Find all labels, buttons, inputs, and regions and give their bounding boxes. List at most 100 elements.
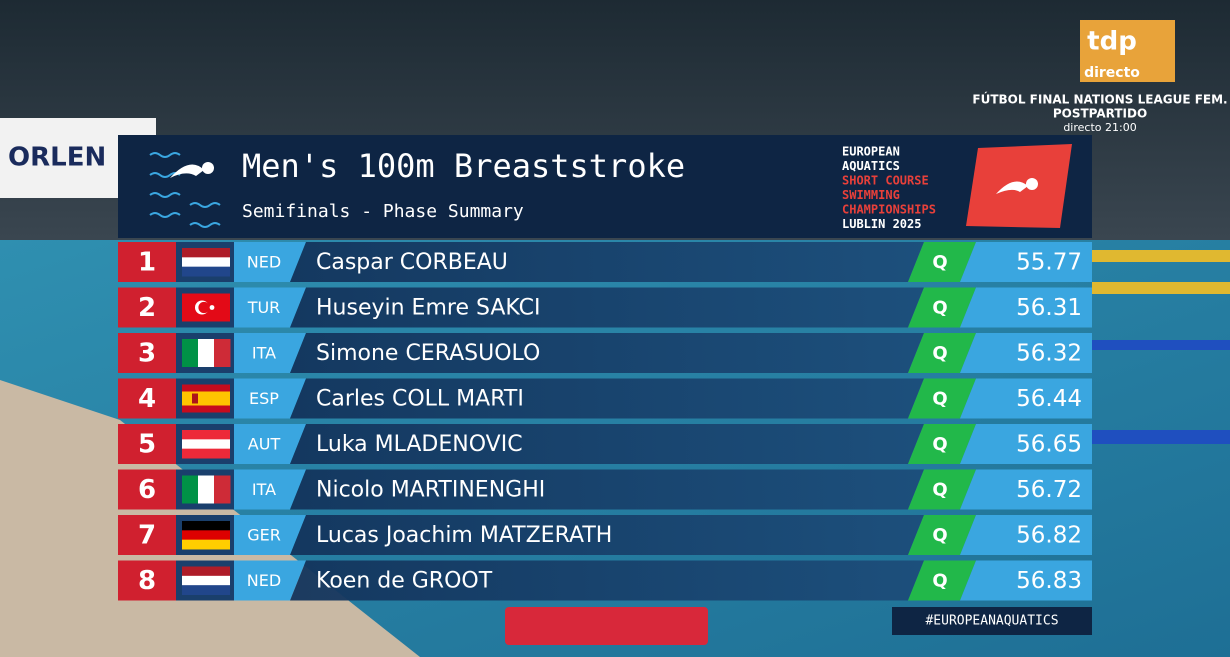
result-row: 6 ITA Nicolo MARTINENGHI Q 56.72: [118, 469, 1092, 510]
qualifier-cell: [908, 424, 976, 464]
flag-stripe: [182, 266, 230, 277]
qualifier: Q: [932, 525, 947, 546]
rank: 8: [138, 566, 156, 596]
flag-stripe: [198, 475, 215, 504]
flag-stripe: [182, 521, 230, 531]
flag-stripe: [182, 585, 230, 595]
flag: [182, 339, 231, 367]
country-code: AUT: [248, 435, 281, 454]
athlete-name: Huseyin Emre SAKCI: [316, 296, 540, 321]
rank-box: [118, 287, 176, 328]
time-cell: [960, 515, 1092, 555]
header-panel: [118, 135, 1092, 238]
time: 56.65: [1016, 432, 1082, 458]
result-row: 1 NED Caspar CORBEAU Q 55.77: [118, 242, 1092, 282]
country-code: NED: [247, 253, 281, 272]
title: Men's 100m Breaststroke: [242, 147, 685, 185]
flag-star: [209, 305, 215, 310]
flag-stripe: [182, 448, 230, 459]
qualifier: Q: [932, 343, 947, 364]
athlete-name: Caspar CORBEAU: [316, 250, 508, 275]
name-cell: [290, 515, 924, 555]
flag: [182, 430, 230, 459]
next-subtitle: POSTPARTIDO: [1053, 107, 1147, 121]
time: 56.72: [1016, 477, 1082, 503]
event-logo-line: CHAMPIONSHIPS: [842, 203, 936, 217]
qualifier-cell: [908, 515, 976, 555]
result-row: 5 AUT Luka MLADENOVIC Q 56.65: [118, 424, 1092, 464]
rank-box: [118, 469, 176, 510]
time: 56.44: [1016, 386, 1082, 412]
rank: 6: [138, 475, 156, 505]
flag-stripe: [182, 439, 230, 450]
result-row: 3 ITA Simone CERASUOLO Q 56.32: [118, 333, 1092, 373]
lane-rope: [1092, 250, 1230, 262]
event-logo-line: SHORT COURSE: [842, 174, 929, 188]
flag-stripe: [182, 530, 230, 541]
qualifier-cell: [908, 333, 976, 373]
country-cell: [234, 378, 306, 419]
result-row: 8 NED Koen de GROOT Q 56.83: [118, 560, 1092, 601]
qualifier: Q: [932, 434, 947, 455]
time: 55.77: [1016, 250, 1082, 276]
flag-stripe: [198, 339, 215, 367]
time: 56.32: [1016, 341, 1082, 367]
athlete-name: Simone CERASUOLO: [316, 341, 540, 366]
result-row: 4 ESP Carles COLL MARTI Q 56.44: [118, 378, 1092, 419]
name-cell: [290, 287, 924, 328]
result-row: 7 GER Lucas Joachim MATZERATH Q 56.82: [118, 515, 1092, 555]
flag-stripe: [182, 575, 230, 586]
flag: [182, 293, 230, 322]
name-cell: [290, 242, 924, 282]
flag: [182, 384, 230, 413]
country-cell: [234, 242, 306, 282]
time: 56.83: [1016, 568, 1082, 594]
name-cell: [290, 333, 924, 373]
flag-emblem: [192, 393, 198, 404]
athlete-name: Lucas Joachim MATZERATH: [316, 523, 612, 548]
time: 56.31: [1016, 295, 1082, 321]
country-code: ITA: [252, 344, 276, 363]
flag-stripe: [214, 475, 231, 504]
qualifier-cell: [908, 287, 976, 328]
time-cell: [960, 560, 1092, 601]
name-cell: [290, 378, 924, 419]
rank-box: [118, 242, 176, 282]
name-cell: [290, 424, 924, 464]
rank-box: [118, 515, 176, 555]
country-code: NED: [247, 571, 281, 590]
country-cell: [234, 424, 306, 464]
qualifier: Q: [932, 571, 947, 592]
athlete-name: Carles COLL MARTI: [316, 387, 524, 412]
name-cell: [290, 560, 924, 601]
event-logo-line: SWIMMING: [842, 188, 900, 202]
flag-stripe: [182, 430, 230, 440]
event-logo-line: EUROPEAN: [842, 145, 900, 159]
country-code: ESP: [249, 389, 279, 408]
country-code: TUR: [247, 298, 281, 317]
flag-crescent-cut: [198, 301, 210, 314]
emblem-swimmer: [996, 178, 1038, 194]
qualifier: Q: [932, 389, 947, 410]
subtitle: Semifinals - Phase Summary: [242, 201, 524, 222]
time-cell: [960, 469, 1092, 510]
lane-rope: [1092, 282, 1230, 294]
qualifier-cell: [908, 469, 976, 510]
rank-box: [118, 424, 176, 464]
lane-rope: [1092, 430, 1230, 444]
time-cell: [960, 333, 1092, 373]
country-cell: [234, 560, 306, 601]
time-cell: [960, 378, 1092, 419]
event-logo-line: LUBLIN 2025: [842, 217, 921, 231]
broadcaster-logo: [1080, 20, 1175, 82]
country-code: ITA: [252, 480, 276, 499]
live-label: directo: [1084, 65, 1140, 81]
athlete-name: Nicolo MARTINENGHI: [316, 478, 545, 503]
rank: 4: [138, 384, 156, 414]
broadcaster-name: tdp: [1087, 27, 1137, 57]
rank: 5: [138, 430, 156, 460]
flag: [182, 475, 231, 504]
